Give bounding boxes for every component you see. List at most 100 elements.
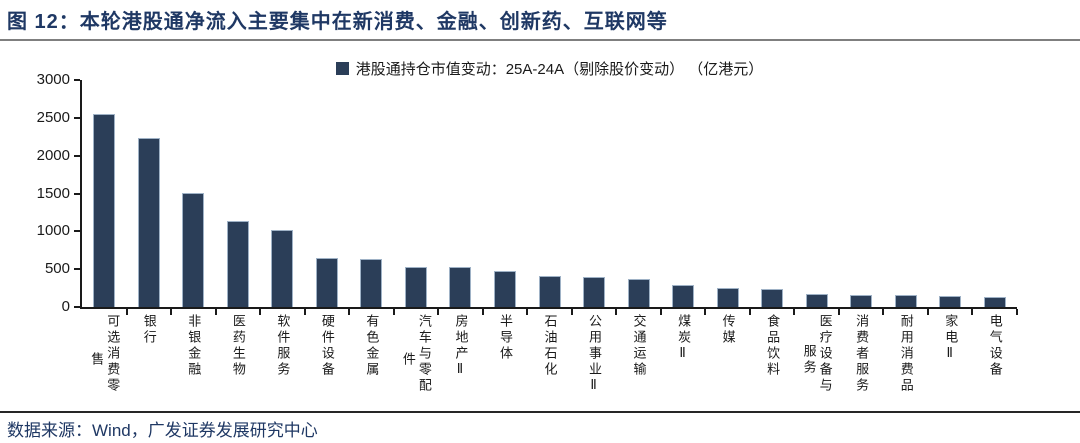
x-axis-label-line: 售 xyxy=(89,352,105,368)
y-axis-tick-label: 2500 xyxy=(36,108,70,126)
x-axis-tick xyxy=(170,309,173,315)
x-axis-tick xyxy=(214,309,217,315)
x-axis-category-label: 医药生物 xyxy=(215,314,261,406)
x-axis-category-label: 食品饮料 xyxy=(749,314,795,406)
x-axis-tick xyxy=(837,309,840,315)
bar xyxy=(894,295,917,307)
legend-label: 港股通持仓市值变动：25A-24A（剔除股价变动） （亿港元） xyxy=(355,61,764,78)
x-axis-category-label: 耐用消费品 xyxy=(883,314,929,406)
bar xyxy=(315,258,338,307)
x-axis-label-line: 件 xyxy=(400,352,416,368)
x-axis-label-line: 半导体 xyxy=(497,314,513,362)
x-axis-category-label: 消费者服务 xyxy=(838,314,884,406)
x-axis-label-line: 交通运输 xyxy=(631,314,647,378)
y-axis-line xyxy=(80,80,82,309)
x-axis-tick xyxy=(570,309,573,315)
y-axis-tick xyxy=(74,230,80,233)
x-axis-category-label: 公用事业Ⅱ xyxy=(571,314,617,406)
bar xyxy=(939,296,962,307)
plot-area xyxy=(82,80,1017,307)
bar xyxy=(493,271,516,307)
x-axis-category-label: 房地产Ⅱ xyxy=(437,314,483,406)
x-axis-category-label: 石油石化 xyxy=(527,314,573,406)
x-axis-label-line: 传媒 xyxy=(720,314,736,346)
x-axis-category-label: 硬件设备 xyxy=(304,314,350,406)
x-axis-label-line: 电气设备 xyxy=(987,314,1003,378)
x-axis-category-label: 家电Ⅱ xyxy=(927,314,973,406)
x-axis-tick xyxy=(615,309,618,315)
x-axis-tick xyxy=(926,309,929,315)
y-axis-tick-label: 500 xyxy=(44,260,70,278)
x-axis-tick xyxy=(481,309,484,315)
bar xyxy=(672,285,695,307)
y-axis-tick xyxy=(74,154,80,157)
x-axis-tick xyxy=(526,309,529,315)
x-axis-tick xyxy=(882,309,885,315)
bar xyxy=(449,267,472,307)
figure-title: 图 12：本轮港股通净流入主要集中在新消费、金融、创新药、互联网等 xyxy=(7,11,668,33)
bar xyxy=(271,230,294,307)
x-axis-tick xyxy=(125,309,128,315)
x-axis-line xyxy=(80,307,1017,309)
x-axis-label-line: 非银金融 xyxy=(186,314,202,378)
bar xyxy=(226,221,249,307)
x-axis-label-line: 石油石化 xyxy=(542,314,558,378)
footer-divider xyxy=(0,411,1080,413)
y-axis-tick-label: 1500 xyxy=(36,184,70,202)
x-axis-category-label: 医疗设备与 服务 xyxy=(794,314,840,406)
y-axis-tick-label: 0 xyxy=(61,298,70,315)
x-axis-category-label: 电气设备 xyxy=(972,314,1018,406)
x-axis-label-line: 软件服务 xyxy=(275,314,291,378)
x-axis-tick xyxy=(437,309,440,315)
x-axis-category-label: 交通运输 xyxy=(616,314,662,406)
title-divider xyxy=(0,39,1080,41)
x-axis-tick xyxy=(748,309,751,315)
x-axis-label-line: 服务 xyxy=(801,344,817,376)
y-axis-tick xyxy=(74,268,80,271)
x-axis-tick xyxy=(971,309,974,315)
x-axis-label-line: 汽车与零配 xyxy=(416,314,432,394)
x-axis-category-label: 半导体 xyxy=(482,314,528,406)
x-axis-label-line: 食品饮料 xyxy=(765,314,781,378)
x-axis-label-line: 医药生物 xyxy=(230,314,246,378)
bar xyxy=(761,289,784,307)
y-axis-tick-label: 2000 xyxy=(36,146,70,164)
bar xyxy=(137,138,160,307)
x-axis-category-label: 传媒 xyxy=(705,314,751,406)
data-source: 数据来源：Wind，广发证券发展研究中心 xyxy=(7,421,318,440)
x-axis-category-label: 银行 xyxy=(126,314,172,406)
x-axis-tick xyxy=(659,309,662,315)
bar xyxy=(627,279,650,307)
bar xyxy=(850,295,873,307)
x-axis-label-line: 医疗设备与 xyxy=(817,314,833,394)
bar xyxy=(360,259,383,307)
bar xyxy=(716,288,739,307)
x-axis-label-line: 有色金属 xyxy=(364,314,380,378)
x-axis-label-line: 硬件设备 xyxy=(319,314,335,378)
x-axis-category-label: 汽车与零配件 xyxy=(393,314,439,406)
x-axis-category-label: 可选消费零售 xyxy=(81,314,127,406)
x-axis-tick xyxy=(1016,309,1018,315)
x-axis-label-line: 耐用消费品 xyxy=(898,314,914,394)
bar xyxy=(583,277,606,307)
x-axis-category-label: 有色金属 xyxy=(348,314,394,406)
x-axis-label-line: 房地产Ⅱ xyxy=(453,314,469,380)
bar xyxy=(538,276,561,307)
x-axis-label-line: 煤炭Ⅱ xyxy=(676,314,692,364)
y-axis-tick xyxy=(74,192,80,195)
x-axis-tick xyxy=(348,309,351,315)
x-axis-label-line: 银行 xyxy=(141,314,157,346)
x-axis-label-line: 家电Ⅱ xyxy=(943,314,959,364)
x-axis-label-line: 可选消费零 xyxy=(105,314,121,394)
y-axis-tick xyxy=(74,79,80,81)
legend-swatch-icon xyxy=(335,62,349,75)
x-axis-tick xyxy=(259,309,262,315)
x-axis-category-label: 非银金融 xyxy=(170,314,216,406)
y-axis-tick xyxy=(74,116,80,119)
bar xyxy=(404,267,427,307)
x-axis-tick xyxy=(392,309,395,315)
chart-legend: 港股通持仓市值变动：25A-24A（剔除股价变动） （亿港元） xyxy=(82,58,1017,79)
bar xyxy=(182,193,205,307)
y-axis-tick xyxy=(74,306,80,308)
